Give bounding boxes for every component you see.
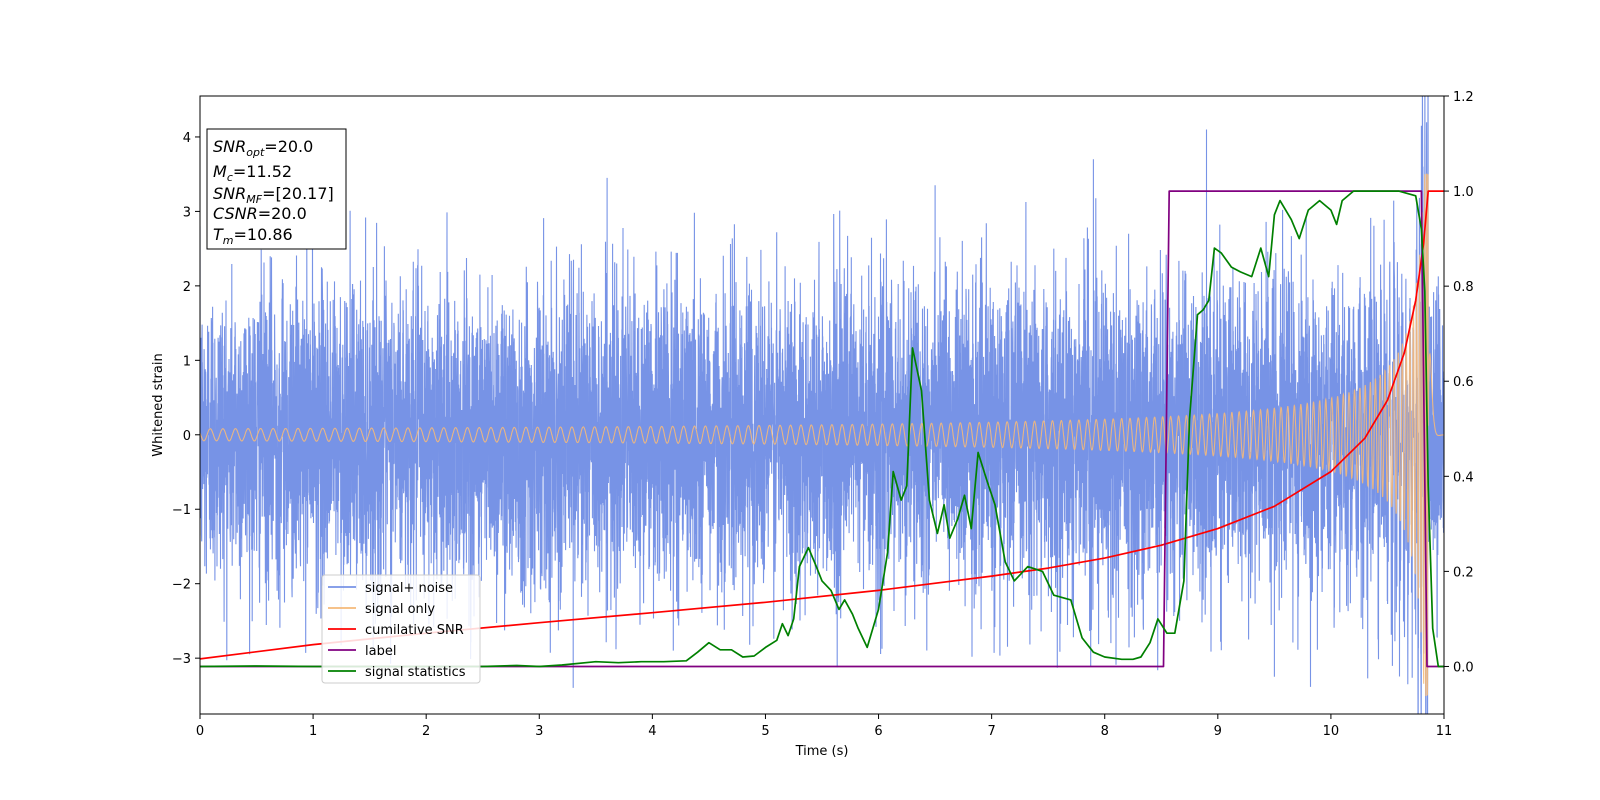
y-right-tick-label: 0.0	[1453, 660, 1474, 675]
y-left-tick-label: 1	[183, 354, 191, 369]
series-signal-noise-line	[200, 96, 1444, 714]
series-signal-only-line	[200, 173, 1444, 696]
plot-frame	[199, 95, 1445, 715]
info-box-line: Tm=10.86	[213, 225, 293, 247]
series-label-line	[200, 190, 1444, 668]
series-cumulative-snr-line	[200, 190, 1444, 660]
series-layer	[200, 96, 1444, 714]
legend-label: label	[365, 644, 396, 659]
y-right-tick-label: 0.6	[1453, 375, 1474, 390]
x-tick-label: 4	[648, 724, 656, 739]
y-left-tick-label: 0	[183, 429, 191, 444]
ticks-layer: 0 1 2 3 4 5 6 7 8 9 10 11 −3 −2 −1 0 1 2 3 4 0.0 0.2 0.4 0.6 0.8…	[172, 90, 1474, 739]
y-right-tick-label: 1.2	[1453, 90, 1474, 105]
y-axis-label: Whitened strain	[151, 353, 166, 456]
series-signal-statistics-line	[200, 190, 1444, 668]
y-right-tick-label: 1.0	[1453, 185, 1474, 200]
legend-label: cumilative SNR	[365, 623, 464, 638]
x-tick-label: 5	[761, 724, 769, 739]
x-tick-label: 11	[1436, 724, 1453, 739]
legend-label: signal+ noise	[365, 581, 453, 596]
y-left-tick-label: 2	[183, 280, 191, 295]
x-tick-label: 1	[309, 724, 317, 739]
info-box-line: Mc=11.52	[213, 162, 292, 184]
y-right-tick-label: 0.8	[1453, 280, 1474, 295]
y-right-tick-label: 0.4	[1453, 470, 1474, 485]
x-tick-label: 7	[987, 724, 995, 739]
y-left-tick-label: 4	[183, 131, 191, 146]
y-left-tick-label: −2	[172, 578, 191, 593]
y-left-tick-label: −3	[172, 652, 191, 667]
info-box-line: CSNR=20.0	[213, 204, 307, 223]
x-tick-label: 0	[196, 724, 204, 739]
info-box-line: SNRopt=20.0	[213, 137, 313, 159]
x-tick-label: 8	[1101, 724, 1109, 739]
info-box: SNRopt=20.0 Mc=11.52SNRMF=[20.17]CSNR=20.…	[206, 128, 347, 250]
y-right-tick-label: 0.2	[1453, 565, 1474, 580]
info-box-line: SNRMF=[20.17]	[213, 184, 334, 206]
legend-frame	[321, 574, 481, 684]
info-box-frame	[206, 128, 347, 250]
y-left-tick-label: 3	[183, 205, 191, 220]
x-axis-label: Time (s)	[795, 744, 849, 759]
x-tick-label: 2	[422, 724, 430, 739]
legend-label: signal statistics	[365, 665, 466, 680]
y-left-tick-label: −1	[172, 503, 191, 518]
legend-label: signal only	[365, 602, 435, 617]
x-tick-label: 3	[535, 724, 543, 739]
x-tick-label: 9	[1214, 724, 1222, 739]
legend: signal+ noise signal only cumilative SNR la…	[321, 574, 481, 684]
x-tick-label: 10	[1323, 724, 1340, 739]
x-tick-label: 6	[874, 724, 882, 739]
